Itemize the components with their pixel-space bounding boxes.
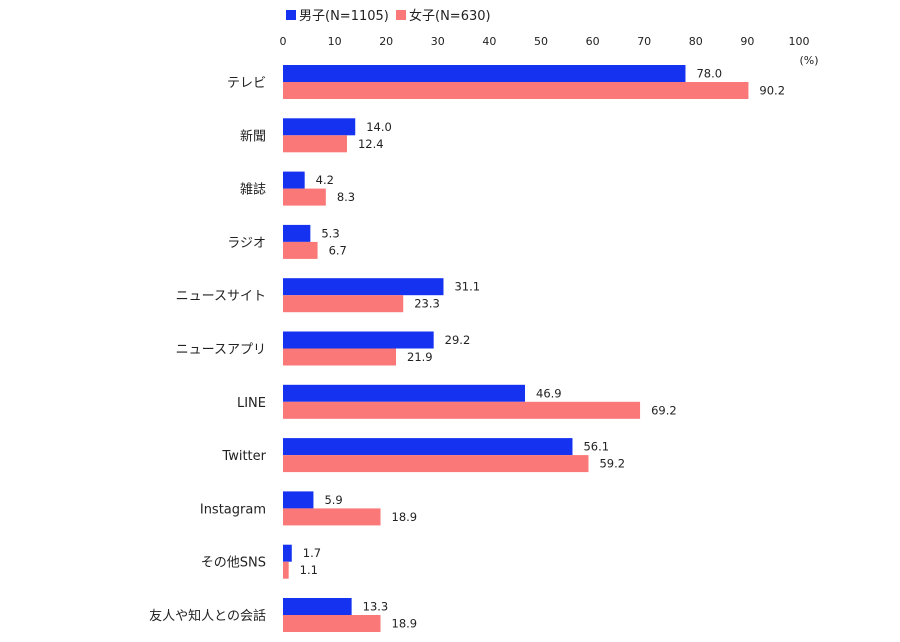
bar-male (283, 224, 311, 242)
value-label: 8.3 (337, 190, 355, 204)
bar-female (283, 455, 589, 473)
category-label: LINE (237, 396, 266, 411)
value-label: 31.1 (454, 280, 480, 294)
category-label: ニュースアプリ (176, 343, 266, 358)
value-labels: 78.0 90.2 14.0 12.4 4.28.3 5.3 6.7 31.1 23.3 29.2… (300, 67, 785, 631)
x-tick-label: 70 (637, 35, 651, 48)
x-tick-label: 30 (431, 35, 445, 48)
value-label: 18.9 (392, 617, 418, 631)
bar-male (283, 598, 352, 615)
x-tick-label: 50 (534, 35, 548, 48)
value-label: 1.1 (300, 563, 318, 577)
bar-male (283, 491, 314, 509)
category-label: ニュースサイト (176, 289, 266, 304)
bar-female (283, 508, 381, 526)
category-label: テレビ (227, 76, 266, 91)
category-label: 友人や知人との会話 (149, 608, 266, 624)
x-tick-label: 40 (482, 35, 496, 48)
value-label: 1.7 (303, 546, 321, 560)
category-label: その他SNS (201, 556, 266, 571)
legend-label-0: 男子(N=1105) (299, 9, 389, 24)
value-label: 90.2 (759, 84, 785, 98)
value-label: 69.2 (651, 403, 677, 417)
bar-female (283, 82, 749, 99)
bar-male (283, 331, 434, 349)
x-tick-label: 10 (328, 35, 342, 48)
value-label: 6.7 (329, 243, 347, 257)
value-label: 59.2 (599, 457, 625, 471)
value-label: 13.3 (363, 600, 389, 614)
value-label: 18.9 (392, 510, 418, 524)
x-tick-label: 100 (789, 35, 810, 48)
category-label: Twitter (221, 449, 266, 464)
bar-female (283, 135, 347, 153)
value-label: 4.2 (316, 173, 334, 187)
x-tick-label: 80 (689, 35, 703, 48)
bar-male (283, 384, 526, 402)
bar-female (283, 561, 289, 579)
bar-female (283, 348, 397, 366)
unit-label: (%) (799, 54, 818, 67)
value-label: 29.2 (445, 333, 471, 347)
value-label: 21.9 (407, 350, 433, 364)
legend-label-1: 女子(N=630) (409, 8, 491, 24)
bar-female (283, 188, 326, 206)
bar-male (283, 278, 444, 296)
x-axis: 0 10 20 30 40 50 60 70 80 90 100 (%) (280, 35, 819, 67)
value-label: 46.9 (536, 386, 562, 400)
category-label: 雑誌 (240, 182, 266, 198)
bar-male (283, 171, 305, 189)
bar-male (283, 65, 686, 82)
value-label: 12.4 (358, 137, 384, 151)
x-tick-label: 0 (280, 35, 287, 48)
value-label: 14.0 (366, 120, 392, 134)
value-label: 5.9 (324, 493, 342, 507)
bar-male (283, 438, 573, 456)
value-label: 5.3 (321, 226, 339, 240)
bar-male (283, 118, 356, 136)
x-tick-label: 20 (379, 35, 393, 48)
value-label: 56.1 (583, 440, 609, 454)
category-label: ラジオ (227, 236, 266, 251)
category-label: Instagram (200, 502, 266, 517)
bar-male (283, 544, 292, 562)
bar-female (283, 295, 404, 313)
value-label: 78.0 (696, 67, 722, 81)
legend-swatch-0 (286, 10, 296, 20)
legend: 男子(N=1105) 女子(N=630) (286, 8, 491, 24)
bar-female (283, 401, 641, 419)
x-tick-label: 60 (586, 35, 600, 48)
x-tick-label: 90 (740, 35, 754, 48)
legend-swatch-1 (396, 10, 406, 20)
bar-female (283, 241, 318, 259)
value-label: 23.3 (414, 297, 440, 311)
category-label: 新聞 (240, 128, 266, 144)
bar-female (283, 615, 381, 632)
bars (283, 65, 749, 632)
